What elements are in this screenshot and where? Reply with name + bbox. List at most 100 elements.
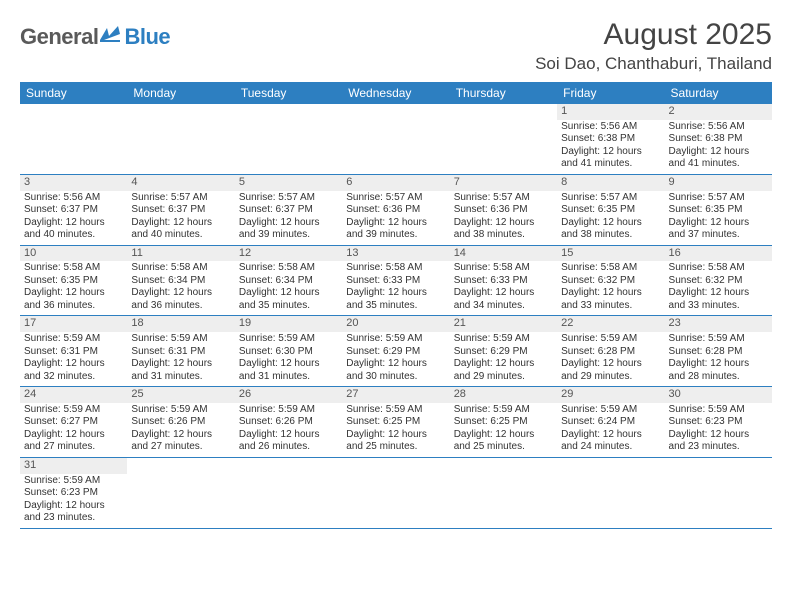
day-line-ss: Sunset: 6:35 PM — [24, 275, 123, 288]
day-line-sr: Sunrise: 5:57 AM — [669, 192, 768, 205]
day-line-sr: Sunrise: 5:58 AM — [239, 262, 338, 275]
day-line-d2: and 32 minutes. — [24, 371, 123, 384]
day-line-sr: Sunrise: 5:59 AM — [561, 404, 660, 417]
day-line-sr: Sunrise: 5:59 AM — [239, 404, 338, 417]
calendar-cell — [557, 457, 664, 528]
day-line-ss: Sunset: 6:37 PM — [239, 204, 338, 217]
dayhdr-wed: Wednesday — [342, 82, 449, 104]
calendar-cell — [450, 457, 557, 528]
day-line-d2: and 31 minutes. — [131, 371, 230, 384]
day-body: Sunrise: 5:59 AMSunset: 6:28 PMDaylight:… — [557, 332, 664, 386]
day-line-d2: and 41 minutes. — [669, 158, 768, 171]
calendar-cell — [127, 104, 234, 174]
calendar-header-row: Sunday Monday Tuesday Wednesday Thursday… — [20, 82, 772, 104]
day-line-ss: Sunset: 6:38 PM — [669, 133, 768, 146]
day-line-sr: Sunrise: 5:57 AM — [239, 192, 338, 205]
day-body: Sunrise: 5:58 AMSunset: 6:32 PMDaylight:… — [557, 261, 664, 315]
day-body: Sunrise: 5:57 AMSunset: 6:35 PMDaylight:… — [665, 191, 772, 245]
day-line-d2: and 29 minutes. — [561, 371, 660, 384]
calendar-week-row: 10 Sunrise: 5:58 AM Sunset: 6:35 PM Dayligh… — [20, 245, 772, 316]
day-line-sr: Sunrise: 5:58 AM — [561, 262, 660, 275]
day-number: 11 — [127, 246, 234, 262]
day-number: 28 — [450, 387, 557, 403]
day-line-d1: Daylight: 12 hours — [346, 217, 445, 230]
day-body: Sunrise: 5:59 AMSunset: 6:30 PMDaylight:… — [235, 332, 342, 386]
calendar-cell: 4Sunrise: 5:57 AMSunset: 6:37 PMDaylight… — [127, 174, 234, 245]
day-line-ss: Sunset: 6:37 PM — [24, 204, 123, 217]
day-number: 7 — [450, 175, 557, 191]
day-number: 8 — [557, 175, 664, 191]
calendar-cell — [665, 457, 772, 528]
day-line-sr: Sunrise: 5:59 AM — [454, 333, 553, 346]
day-number: 25 — [127, 387, 234, 403]
day-body: Sunrise: 5:59 AMSunset: 6:25 PMDaylight:… — [342, 403, 449, 457]
calendar-cell: 15Sunrise: 5:58 AMSunset: 6:32 PMDayligh… — [557, 245, 664, 316]
day-line-d1: Daylight: 12 hours — [669, 287, 768, 300]
day-line-d2: and 23 minutes. — [669, 441, 768, 454]
day-line-d2: and 39 minutes. — [346, 229, 445, 242]
calendar-cell: 19Sunrise: 5:59 AMSunset: 6:30 PMDayligh… — [235, 316, 342, 387]
calendar-cell: 16Sunrise: 5:58 AMSunset: 6:32 PMDayligh… — [665, 245, 772, 316]
day-line-ss: Sunset: 6:35 PM — [561, 204, 660, 217]
day-line-d2: and 25 minutes. — [346, 441, 445, 454]
day-line-d2: and 29 minutes. — [454, 371, 553, 384]
day-line-d2: and 28 minutes. — [669, 371, 768, 384]
calendar-cell: 29Sunrise: 5:59 AMSunset: 6:24 PMDayligh… — [557, 387, 664, 458]
calendar-cell: 23Sunrise: 5:59 AMSunset: 6:28 PMDayligh… — [665, 316, 772, 387]
day-number — [20, 104, 127, 120]
calendar-cell: 17Sunrise: 5:59 AMSunset: 6:31 PMDayligh… — [20, 316, 127, 387]
day-number — [450, 458, 557, 474]
day-line-d2: and 37 minutes. — [669, 229, 768, 242]
calendar-week-row: 31Sunrise: 5:59 AMSunset: 6:23 PMDayligh… — [20, 457, 772, 528]
day-body: Sunrise: 5:59 AMSunset: 6:31 PMDaylight:… — [20, 332, 127, 386]
calendar-cell: 26Sunrise: 5:59 AMSunset: 6:26 PMDayligh… — [235, 387, 342, 458]
day-line-d2: and 26 minutes. — [239, 441, 338, 454]
day-body — [127, 474, 234, 478]
day-line-sr: Sunrise: 5:59 AM — [24, 333, 123, 346]
calendar-cell: 11Sunrise: 5:58 AMSunset: 6:34 PMDayligh… — [127, 245, 234, 316]
dayhdr-sun: Sunday — [20, 82, 127, 104]
day-number — [235, 458, 342, 474]
day-line-ss: Sunset: 6:29 PM — [346, 346, 445, 359]
day-line-d1: Daylight: 12 hours — [131, 358, 230, 371]
day-body — [450, 120, 557, 124]
day-body: Sunrise: 5:57 AMSunset: 6:36 PMDaylight:… — [450, 191, 557, 245]
month-title: August 2025 — [535, 18, 772, 52]
day-number: 14 — [450, 246, 557, 262]
day-line-sr: Sunrise: 5:56 AM — [561, 121, 660, 134]
dayhdr-tue: Tuesday — [235, 82, 342, 104]
day-body: Sunrise: 5:59 AMSunset: 6:26 PMDaylight:… — [127, 403, 234, 457]
day-line-d1: Daylight: 12 hours — [239, 429, 338, 442]
day-line-sr: Sunrise: 5:59 AM — [454, 404, 553, 417]
day-number: 20 — [342, 316, 449, 332]
day-body: Sunrise: 5:58 AMSunset: 6:34 PMDaylight:… — [235, 261, 342, 315]
day-number — [450, 104, 557, 120]
day-line-ss: Sunset: 6:26 PM — [239, 416, 338, 429]
day-body: Sunrise: 5:58 AMSunset: 6:33 PMDaylight:… — [342, 261, 449, 315]
day-line-ss: Sunset: 6:36 PM — [454, 204, 553, 217]
calendar-cell — [450, 104, 557, 174]
day-line-sr: Sunrise: 5:57 AM — [346, 192, 445, 205]
day-line-sr: Sunrise: 5:56 AM — [669, 121, 768, 134]
day-line-d2: and 27 minutes. — [24, 441, 123, 454]
day-line-d1: Daylight: 12 hours — [561, 146, 660, 159]
day-body: Sunrise: 5:59 AMSunset: 6:24 PMDaylight:… — [557, 403, 664, 457]
day-line-sr: Sunrise: 5:59 AM — [239, 333, 338, 346]
day-line-d2: and 24 minutes. — [561, 441, 660, 454]
day-line-d1: Daylight: 12 hours — [346, 358, 445, 371]
day-number: 31 — [20, 458, 127, 474]
calendar-cell: 3Sunrise: 5:56 AMSunset: 6:37 PMDaylight… — [20, 174, 127, 245]
dayhdr-mon: Monday — [127, 82, 234, 104]
day-number: 10 — [20, 246, 127, 262]
day-line-ss: Sunset: 6:31 PM — [24, 346, 123, 359]
day-line-sr: Sunrise: 5:59 AM — [346, 333, 445, 346]
calendar-cell: 6Sunrise: 5:57 AMSunset: 6:36 PMDaylight… — [342, 174, 449, 245]
day-line-sr: Sunrise: 5:59 AM — [561, 333, 660, 346]
calendar-cell: 12Sunrise: 5:58 AMSunset: 6:34 PMDayligh… — [235, 245, 342, 316]
day-line-d1: Daylight: 12 hours — [454, 217, 553, 230]
day-line-ss: Sunset: 6:34 PM — [131, 275, 230, 288]
day-line-d2: and 35 minutes. — [239, 300, 338, 313]
day-body — [450, 474, 557, 478]
day-line-ss: Sunset: 6:38 PM — [561, 133, 660, 146]
day-line-d1: Daylight: 12 hours — [346, 287, 445, 300]
